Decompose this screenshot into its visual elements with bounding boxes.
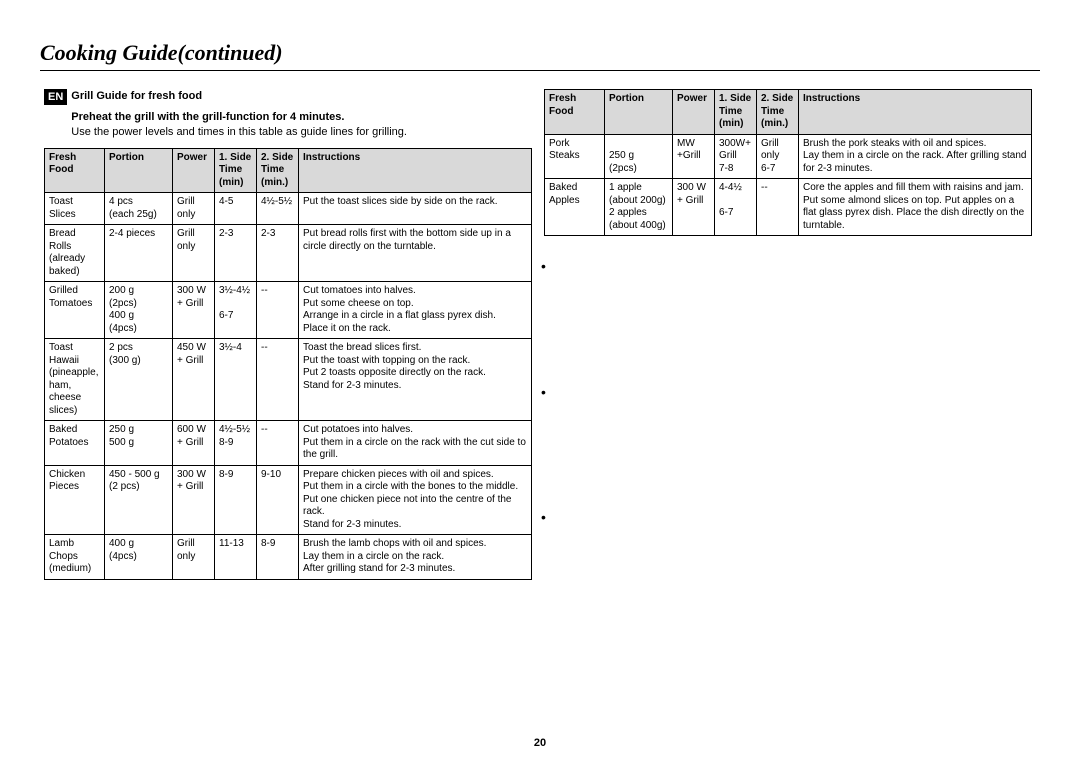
table-header-row: Fresh Food Portion Power 1. Side Time (m… bbox=[45, 148, 532, 193]
cell-instr: Cut tomatoes into halves. Put some chees… bbox=[299, 282, 532, 339]
table-row: Chicken Pieces450 - 500 g (2 pcs)300 W +… bbox=[45, 465, 532, 535]
binding-mark-icon: • bbox=[541, 384, 551, 400]
th-time2: 2. Side Time (min.) bbox=[757, 90, 799, 135]
section-title: Grill Guide for fresh food bbox=[71, 89, 407, 104]
cell-portion: 250 g (2pcs) bbox=[605, 134, 673, 179]
cell-power: 300 W + Grill bbox=[673, 179, 715, 236]
cell-power: 600 W + Grill bbox=[173, 421, 215, 466]
table-row: Toast Hawaii (pineapple, ham, cheese sli… bbox=[45, 339, 532, 421]
cell-power: 450 W + Grill bbox=[173, 339, 215, 421]
th-time1: 1. Side Time (min) bbox=[215, 148, 257, 193]
cell-portion: 4 pcs (each 25g) bbox=[105, 193, 173, 225]
cell-t2: 8-9 bbox=[257, 535, 299, 580]
cell-t2: -- bbox=[257, 282, 299, 339]
cell-t1: 4-5 bbox=[215, 193, 257, 225]
cell-portion: 450 - 500 g (2 pcs) bbox=[105, 465, 173, 535]
right-column: Fresh Food Portion Power 1. Side Time (m… bbox=[544, 89, 1032, 580]
grill-table-left: Fresh Food Portion Power 1. Side Time (m… bbox=[44, 148, 532, 580]
cell-t1: 3½-4 bbox=[215, 339, 257, 421]
table-row: Baked Potatoes250 g 500 g600 W + Grill4½… bbox=[45, 421, 532, 466]
table-row: Baked Apples1 apple (about 200g) 2 apple… bbox=[545, 179, 1032, 236]
intro-line: Use the power levels and times in this t… bbox=[71, 125, 407, 140]
left-column: EN Grill Guide for fresh food Preheat th… bbox=[44, 89, 532, 580]
cell-instr: Cut potatoes into halves. Put them in a … bbox=[299, 421, 532, 466]
page-number: 20 bbox=[0, 737, 1080, 749]
cell-instr: Prepare chicken pieces with oil and spic… bbox=[299, 465, 532, 535]
cell-portion: 400 g (4pcs) bbox=[105, 535, 173, 580]
cell-t1: 4½-5½ 8-9 bbox=[215, 421, 257, 466]
cell-power: Grill only bbox=[173, 225, 215, 282]
cell-food: Lamb Chops (medium) bbox=[45, 535, 105, 580]
cell-food: Grilled Tomatoes bbox=[45, 282, 105, 339]
binding-mark-icon: • bbox=[541, 258, 551, 274]
cell-instr: Put the toast slices side by side on the… bbox=[299, 193, 532, 225]
th-time2: 2. Side Time (min.) bbox=[257, 148, 299, 193]
cell-instr: Brush the lamb chops with oil and spices… bbox=[299, 535, 532, 580]
cell-t2: 9-10 bbox=[257, 465, 299, 535]
cell-t1: 8-9 bbox=[215, 465, 257, 535]
cell-portion: 250 g 500 g bbox=[105, 421, 173, 466]
table-header-row: Fresh Food Portion Power 1. Side Time (m… bbox=[545, 90, 1032, 135]
cell-food: Baked Potatoes bbox=[45, 421, 105, 466]
cell-t2: -- bbox=[757, 179, 799, 236]
cell-instr: Brush the pork steaks with oil and spice… bbox=[799, 134, 1032, 179]
page-title: Cooking Guide(continued) bbox=[40, 40, 1040, 71]
th-food: Fresh Food bbox=[545, 90, 605, 135]
cell-portion: 200 g (2pcs) 400 g (4pcs) bbox=[105, 282, 173, 339]
th-power: Power bbox=[173, 148, 215, 193]
cell-instr: Put bread rolls first with the bottom si… bbox=[299, 225, 532, 282]
cell-t2: -- bbox=[257, 339, 299, 421]
th-time1: 1. Side Time (min) bbox=[715, 90, 757, 135]
cell-food: Toast Slices bbox=[45, 193, 105, 225]
cell-instr: Toast the bread slices first. Put the to… bbox=[299, 339, 532, 421]
cell-t1: 300W+ Grill 7-8 bbox=[715, 134, 757, 179]
binding-mark-icon: • bbox=[541, 509, 551, 525]
th-power: Power bbox=[673, 90, 715, 135]
cell-food: Pork Steaks bbox=[545, 134, 605, 179]
grill-table-right: Fresh Food Portion Power 1. Side Time (m… bbox=[544, 89, 1032, 236]
cell-t2: Grill only 6-7 bbox=[757, 134, 799, 179]
table-row: Grilled Tomatoes200 g (2pcs) 400 g (4pcs… bbox=[45, 282, 532, 339]
th-portion: Portion bbox=[105, 148, 173, 193]
lang-badge: EN bbox=[44, 89, 67, 105]
cell-food: Toast Hawaii (pineapple, ham, cheese sli… bbox=[45, 339, 105, 421]
table-row: Pork Steaks 250 g (2pcs)MW +Grill300W+ G… bbox=[545, 134, 1032, 179]
cell-power: 300 W + Grill bbox=[173, 465, 215, 535]
preheat-line: Preheat the grill with the grill-functio… bbox=[71, 110, 407, 125]
cell-portion: 2-4 pieces bbox=[105, 225, 173, 282]
cell-t1: 4-4½ 6-7 bbox=[715, 179, 757, 236]
cell-food: Chicken Pieces bbox=[45, 465, 105, 535]
cell-food: Bread Rolls (already baked) bbox=[45, 225, 105, 282]
cell-t1: 11-13 bbox=[215, 535, 257, 580]
cell-portion: 2 pcs (300 g) bbox=[105, 339, 173, 421]
cell-t1: 2-3 bbox=[215, 225, 257, 282]
cell-power: 300 W + Grill bbox=[173, 282, 215, 339]
cell-t2: 2-3 bbox=[257, 225, 299, 282]
table-row: Toast Slices4 pcs (each 25g)Grill only4-… bbox=[45, 193, 532, 225]
th-instr: Instructions bbox=[799, 90, 1032, 135]
cell-power: Grill only bbox=[173, 535, 215, 580]
table-row: Bread Rolls (already baked)2-4 piecesGri… bbox=[45, 225, 532, 282]
cell-power: MW +Grill bbox=[673, 134, 715, 179]
cell-t2: 4½-5½ bbox=[257, 193, 299, 225]
cell-t2: -- bbox=[257, 421, 299, 466]
table-row: Lamb Chops (medium)400 g (4pcs)Grill onl… bbox=[45, 535, 532, 580]
cell-food: Baked Apples bbox=[545, 179, 605, 236]
section-intro: Grill Guide for fresh food Preheat the g… bbox=[71, 89, 407, 140]
cell-instr: Core the apples and fill them with raisi… bbox=[799, 179, 1032, 236]
th-instr: Instructions bbox=[299, 148, 532, 193]
cell-power: Grill only bbox=[173, 193, 215, 225]
cell-portion: 1 apple (about 200g) 2 apples (about 400… bbox=[605, 179, 673, 236]
th-portion: Portion bbox=[605, 90, 673, 135]
th-food: Fresh Food bbox=[45, 148, 105, 193]
cell-t1: 3½-4½ 6-7 bbox=[215, 282, 257, 339]
content-columns: EN Grill Guide for fresh food Preheat th… bbox=[40, 89, 1040, 580]
